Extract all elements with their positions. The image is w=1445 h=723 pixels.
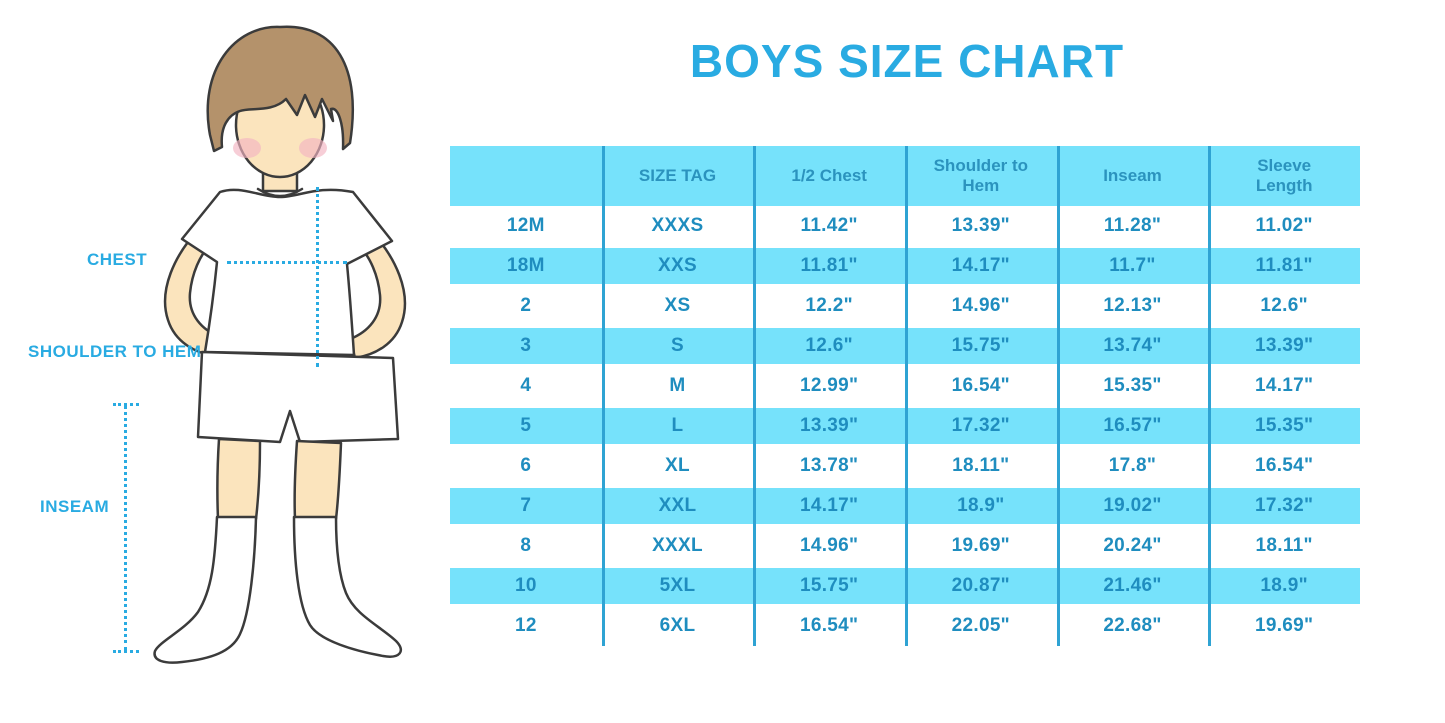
table-cell: 20.24"	[1103, 535, 1162, 556]
table-cell: XXXL	[652, 535, 703, 556]
column-separator-line	[1056, 146, 1060, 646]
table-cell: 12.2"	[805, 295, 853, 316]
table-cell: L	[671, 415, 684, 436]
table-cell: 15.75"	[799, 575, 859, 596]
boy-leg-left	[216, 437, 262, 521]
row-size-label: 7	[520, 495, 532, 516]
row-size-label: 12	[514, 615, 537, 636]
table-cell: 13.39"	[799, 415, 859, 436]
row-size-label: 10	[514, 575, 537, 596]
boy-shirt-collar	[256, 187, 304, 198]
table-cell: 17.32"	[1254, 495, 1314, 516]
column-separator-line	[905, 146, 908, 646]
row-size-label: 3	[520, 335, 532, 356]
column-header: 1/2 Chest	[791, 166, 867, 186]
boy-cheek-right	[299, 138, 327, 158]
inseam-label: INSEAM	[40, 497, 110, 516]
table-cell: 6XL	[659, 615, 696, 636]
table-cell: 17.32"	[951, 415, 1010, 436]
table-cell: XS	[664, 295, 691, 316]
shoulder-to-hem-label: SHOULDER TO HEM	[28, 342, 202, 361]
table-cell: 15.35"	[1103, 375, 1162, 396]
table-cell: 14.17"	[799, 495, 859, 516]
table-cell: 11.42"	[800, 215, 858, 236]
boy-cheek-left	[233, 138, 261, 158]
row-size-label: 6	[520, 455, 532, 476]
size-chart-table: SIZE TAG 1/2 Chest Shoulder to Hem Inseam Sl…	[450, 146, 1360, 646]
row-size-label: 18M	[506, 255, 545, 276]
table-cell: 14.17"	[951, 255, 1010, 276]
boy-shorts	[196, 350, 400, 444]
table-cell: 11.81"	[1255, 255, 1313, 276]
table-cell: 11.7"	[1109, 255, 1156, 276]
table-cell: 18.11"	[1255, 535, 1313, 556]
table-cell: 13.74"	[1103, 335, 1162, 356]
inseam-measure-cap-top	[113, 403, 139, 406]
table-cell: S	[671, 335, 684, 356]
boy-sock-left	[153, 515, 258, 664]
table-cell: XXL	[658, 495, 697, 516]
row-size-label: 12M	[506, 215, 545, 236]
row-size-label: 8	[520, 535, 532, 556]
table-cell: 11.81"	[800, 255, 858, 276]
shoulder-to-hem-measure-line	[316, 187, 319, 367]
boy-shirt	[180, 188, 394, 357]
inseam-measure-cap-bottom	[113, 650, 139, 653]
boy-hair	[206, 25, 355, 153]
table-cell: 14.96"	[951, 295, 1010, 316]
table-cell: 12.13"	[1103, 295, 1162, 316]
table-cell: 15.75"	[951, 335, 1010, 356]
table-cell: 14.17"	[1254, 375, 1314, 396]
table-cell: 12.6"	[805, 335, 853, 356]
table-cell: 16.57"	[1103, 415, 1162, 436]
chest-label: CHEST	[87, 250, 148, 269]
boy-sock-right	[292, 515, 403, 658]
table-cell: 16.54"	[1254, 455, 1314, 476]
table-cell: 12.6"	[1260, 295, 1308, 316]
table-cell: 21.46"	[1103, 575, 1162, 596]
row-size-label: 2	[520, 295, 532, 316]
table-cell: 19.02"	[1103, 495, 1162, 516]
table-cell: 13.39"	[951, 215, 1010, 236]
table-cell: XXXS	[651, 215, 704, 236]
table-cell: 19.69"	[1254, 615, 1314, 636]
table-cell: 16.54"	[799, 615, 859, 636]
table-cell: 22.68"	[1103, 615, 1162, 636]
inseam-measure-line	[124, 405, 127, 651]
table-cell: 12.99"	[799, 375, 859, 396]
table-cell: 20.87"	[951, 575, 1010, 596]
table-cell: 13.39"	[1254, 335, 1314, 356]
table-cell: 11.02"	[1255, 215, 1313, 236]
column-header: Sleeve Length	[1255, 156, 1313, 195]
column-header: SIZE TAG	[638, 166, 717, 186]
table-cell: 18.9"	[1260, 575, 1308, 596]
column-separator-line	[1208, 146, 1212, 646]
table-cell: XL	[665, 455, 690, 476]
table-cell: M	[669, 375, 686, 396]
column-separator-line	[601, 146, 605, 646]
chest-measure-line	[227, 261, 347, 264]
column-separator-line	[753, 146, 757, 646]
column-header: Inseam	[1103, 166, 1162, 186]
table-cell: 13.78"	[799, 455, 859, 476]
page-title: BOYS SIZE CHART	[689, 35, 1125, 87]
table-cell: 16.54"	[951, 375, 1010, 396]
table-cell: 15.35"	[1254, 415, 1314, 436]
table-cell: 19.69"	[951, 535, 1010, 556]
boy-illustration	[153, 25, 407, 664]
table-cell: 14.96"	[799, 535, 859, 556]
table-cell: 5XL	[659, 575, 696, 596]
row-size-label: 5	[520, 415, 532, 436]
boy-leg-right	[293, 439, 343, 521]
table-cell: 18.9"	[957, 495, 1005, 516]
column-header: Shoulder to Hem	[933, 156, 1029, 195]
row-size-label: 4	[520, 375, 532, 396]
table-cell: 17.8"	[1108, 455, 1157, 476]
column-header	[450, 146, 602, 206]
table-cell: 18.11"	[952, 455, 1010, 476]
table-cell: 22.05"	[951, 615, 1010, 636]
table-cell: XXS	[658, 255, 697, 276]
table-cell: 11.28"	[1103, 215, 1162, 236]
